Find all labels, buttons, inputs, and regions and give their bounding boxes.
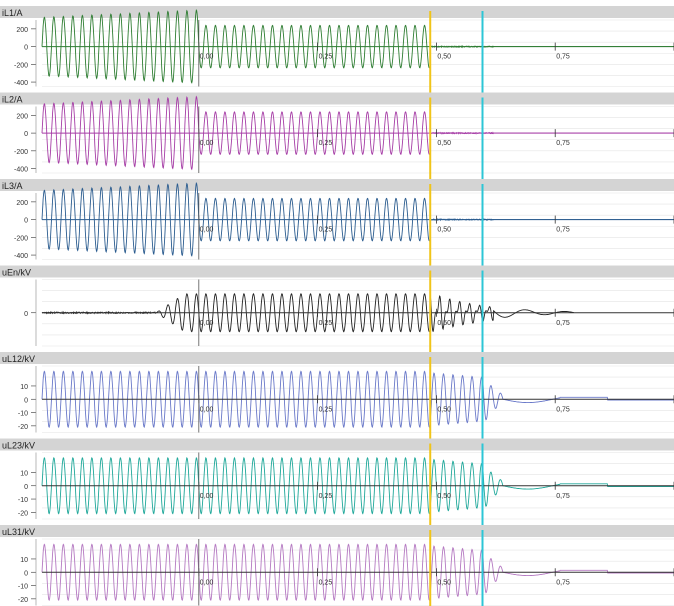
panel-il1a: iL1/A2000-200-4000,000,250,500,751, (0, 6, 674, 95)
panel-uenkv: uEn/kV00,000,250,500,751, (0, 266, 674, 355)
x-tick-label: 0,25 (319, 140, 333, 147)
x-tick-label: 0,25 (319, 406, 333, 413)
y-tick-label: -400 (14, 167, 28, 174)
panel-title: uL31/kV (2, 527, 35, 537)
y-tick-label: -20 (18, 424, 28, 431)
x-tick-label: 0,50 (437, 54, 451, 61)
panel-title: iL1/A (2, 8, 23, 18)
x-tick-label: 0,25 (319, 54, 333, 61)
panel-ul31kv: uL31/kV100-10-200,000,250,500,751 (0, 525, 674, 606)
y-tick-label: -10 (18, 411, 28, 418)
panel-title: uEn/kV (2, 268, 31, 278)
y-tick-label: 200 (16, 27, 28, 34)
x-tick-label: 0,00 (200, 227, 214, 234)
x-tick-label: 0,75 (556, 579, 570, 586)
x-tick-label: 0,00 (200, 493, 214, 500)
panel-title: iL3/A (2, 181, 23, 191)
x-tick-label: 0,75 (556, 54, 570, 61)
y-tick-label: 10 (20, 557, 28, 564)
x-tick-label: 0,25 (319, 579, 333, 586)
x-tick-label: 0,75 (556, 227, 570, 234)
y-tick-label: 200 (16, 113, 28, 120)
y-tick-label: 10 (20, 470, 28, 477)
x-tick-label: 0,50 (437, 140, 451, 147)
panel-header-band (0, 525, 674, 537)
panel-title: iL2/A (2, 95, 23, 105)
x-tick-label: 0,00 (200, 54, 214, 61)
panel-title: uL23/kV (2, 441, 35, 451)
panel-header-band (0, 266, 674, 278)
panel-header-band (0, 352, 674, 364)
x-tick-label: 0,75 (556, 493, 570, 500)
y-tick-label: -200 (14, 149, 28, 156)
y-tick-label: 0 (24, 311, 28, 318)
y-tick-label: -10 (18, 584, 28, 591)
panel-il3a: iL3/A2000-200-4000,000,250,500,751, (0, 179, 674, 268)
y-tick-label: 0 (24, 570, 28, 577)
x-tick-label: 0,25 (319, 227, 333, 234)
y-tick-label: 0 (24, 484, 28, 491)
y-tick-label: 200 (16, 200, 28, 207)
x-tick-label: 0,75 (556, 320, 570, 327)
x-tick-label: 0,25 (319, 320, 333, 327)
x-tick-label: 0,00 (200, 406, 214, 413)
y-tick-label: -20 (18, 597, 28, 604)
y-tick-label: -400 (14, 80, 28, 87)
y-tick-label: -10 (18, 497, 28, 504)
x-tick-label: 0,75 (556, 140, 570, 147)
y-tick-label: -400 (14, 253, 28, 260)
y-tick-label: 0 (24, 397, 28, 404)
panel-il2a: iL2/A2000-200-4000,000,250,500,751, (0, 93, 674, 182)
y-tick-label: -20 (18, 510, 28, 517)
panel-header-band (0, 439, 674, 451)
x-tick-label: 0,50 (437, 320, 451, 327)
x-tick-label: 0,00 (200, 320, 214, 327)
x-tick-label: 0,25 (319, 493, 333, 500)
y-tick-label: 0 (24, 131, 28, 138)
x-tick-label: 0,50 (437, 493, 451, 500)
panel-ul23kv: uL23/kV100-10-200,000,250,500,751 (0, 439, 674, 528)
x-tick-label: 0,00 (200, 140, 214, 147)
x-tick-label: 0,50 (437, 579, 451, 586)
y-tick-label: 0 (24, 218, 28, 225)
y-tick-label: -200 (14, 62, 28, 69)
x-tick-label: 0,00 (200, 579, 214, 586)
panel-title: uL12/kV (2, 354, 35, 364)
y-tick-label: 10 (20, 384, 28, 391)
y-tick-label: -200 (14, 235, 28, 242)
y-tick-label: 0 (24, 45, 28, 52)
panel-ul12kv: uL12/kV100-10-200,000,250,500,751 (0, 352, 674, 441)
x-tick-label: 0,50 (437, 406, 451, 413)
x-tick-label: 0,75 (556, 406, 570, 413)
x-tick-label: 0,50 (437, 227, 451, 234)
